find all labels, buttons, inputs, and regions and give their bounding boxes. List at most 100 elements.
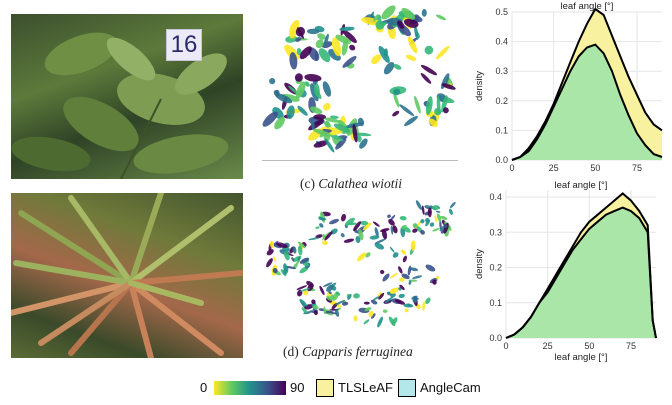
- point-cloud-leaf: [369, 235, 380, 240]
- point-cloud-leaf: [428, 118, 438, 128]
- point-cloud-leaf: [341, 301, 349, 306]
- point-cloud-leaf: [435, 45, 450, 60]
- point-cloud-leaf: [326, 284, 334, 292]
- point-cloud-leaf: [318, 216, 325, 221]
- point-cloud-leaf: [392, 110, 400, 117]
- point-cloud-leaf: [340, 213, 347, 222]
- density-chart-top: 0.0 0.1 0.2 0.3 0.4 0.5 0 25 50 75 leaf angle [°] d…: [474, 1, 663, 173]
- point-cloud-leaf: [400, 249, 407, 255]
- y-tick-label: 0.1: [495, 125, 508, 135]
- point-cloud-leaf: [342, 29, 357, 44]
- point-cloud-leaf: [378, 45, 390, 64]
- point-cloud-leaf: [399, 284, 405, 291]
- point-cloud-leaf: [420, 64, 438, 76]
- point-cloud-leaf: [411, 295, 418, 300]
- point-cloud-leaf: [313, 140, 329, 148]
- point-cloud-leaf: [275, 93, 293, 104]
- point-cloud-leaf: [449, 201, 456, 209]
- point-cloud-leaf: [331, 37, 342, 57]
- point-cloud-leaf: [352, 124, 358, 143]
- point-cloud-leaf: [389, 272, 398, 279]
- point-cloud-leaf: [326, 295, 332, 301]
- point-cloud-leaf: [383, 62, 395, 75]
- point-cloud-leaf: [412, 228, 418, 233]
- leaf-angle-colorbar: [214, 381, 286, 395]
- point-cloud-leaf: [409, 267, 419, 272]
- point-cloud-leaf: [398, 293, 405, 298]
- point-cloud-leaf: [432, 279, 437, 285]
- point-cloud-leaf: [389, 287, 399, 294]
- point-cloud-leaf: [349, 44, 356, 51]
- point-cloud-leaf: [343, 238, 355, 243]
- point-cloud-leaf: [335, 34, 351, 44]
- point-cloud-leaf: [301, 307, 308, 314]
- point-cloud-leaf: [435, 210, 441, 213]
- series-line-tlsleaf: [511, 7, 663, 161]
- point-cloud-leaf: [335, 137, 347, 150]
- point-cloud-leaf: [276, 242, 288, 248]
- point-cloud-leaf: [357, 252, 367, 262]
- point-cloud-leaf: [362, 222, 372, 231]
- point-cloud-leaf: [373, 14, 379, 22]
- point-cloud-leaf: [306, 281, 314, 287]
- series-line-anglecam: [505, 206, 657, 339]
- point-cloud-leaf: [401, 273, 410, 280]
- y-tick-label: 0.4: [495, 37, 508, 47]
- point-cloud-leaf: [356, 135, 362, 143]
- point-cloud-leaf: [315, 39, 324, 49]
- y-tick-label: 0.1: [489, 298, 502, 308]
- point-cloud-leaf: [365, 252, 371, 258]
- point-cloud-leaf: [392, 225, 398, 234]
- point-cloud-leaf: [326, 310, 337, 315]
- point-cloud-leaf: [273, 256, 277, 263]
- point-cloud-leaf: [374, 242, 385, 250]
- point-cloud-leaf: [375, 20, 385, 30]
- point-cloud-leaf: [412, 223, 418, 228]
- y-tick-label: 0.3: [495, 66, 508, 76]
- point-cloud-leaf: [322, 240, 328, 246]
- point-cloud-leaf: [422, 301, 426, 311]
- point-cloud-leaf: [322, 231, 330, 241]
- point-cloud-leaf: [299, 257, 310, 264]
- legend-swatch-anglecam: [398, 379, 416, 397]
- point-cloud-leaf: [421, 9, 427, 17]
- point-cloud-leaf: [353, 221, 362, 231]
- point-cloud-leaf: [424, 45, 434, 55]
- point-cloud-leaf: [344, 217, 355, 226]
- point-cloud-leaf: [296, 48, 302, 56]
- point-cloud-leaf: [425, 96, 433, 115]
- y-tick-label: 0.3: [489, 227, 502, 237]
- point-cloud-leaf: [410, 240, 416, 251]
- y-tick-label: 0.4: [489, 192, 502, 202]
- series-area-anglecam: [512, 44, 662, 160]
- point-cloud-leaf: [432, 205, 440, 211]
- point-cloud-leaf: [370, 299, 378, 305]
- point-cloud-leaf: [400, 226, 406, 238]
- point-cloud-leaf: [297, 241, 306, 249]
- point-cloud-leaf: [381, 229, 388, 240]
- caption-bottom: (d) Capparis ferruginea: [283, 344, 413, 360]
- point-cloud-leaf: [363, 301, 370, 305]
- point-cloud-leaf: [425, 297, 431, 305]
- x-tick-label: 0: [509, 163, 514, 173]
- point-cloud-leaf: [371, 54, 382, 65]
- point-cloud-leaf: [303, 290, 309, 296]
- point-cloud-leaf: [384, 296, 394, 304]
- point-cloud-leaf: [403, 303, 414, 308]
- y-axis-label: density: [474, 71, 485, 101]
- point-cloud-leaf: [370, 313, 376, 319]
- y-tick-label: 0.2: [495, 96, 508, 106]
- y-tick-label: 0.2: [489, 263, 502, 273]
- point-cloud-leaf: [359, 138, 368, 149]
- point-cloud-leaf: [401, 7, 416, 20]
- y-tick-label: 0.5: [495, 7, 508, 17]
- point-cloud-leaf: [318, 48, 331, 63]
- point-cloud-leaf: [289, 30, 297, 39]
- point-cloud-leaf: [408, 280, 412, 285]
- point-cloud-leaf: [319, 223, 324, 228]
- point-cloud-leaf: [436, 95, 441, 115]
- point-cloud-leaf: [399, 277, 405, 282]
- legend-label-anglecam: AngleCam: [420, 380, 481, 395]
- point-cloud-leaf: [421, 205, 425, 215]
- point-cloud-leaf: [291, 257, 295, 262]
